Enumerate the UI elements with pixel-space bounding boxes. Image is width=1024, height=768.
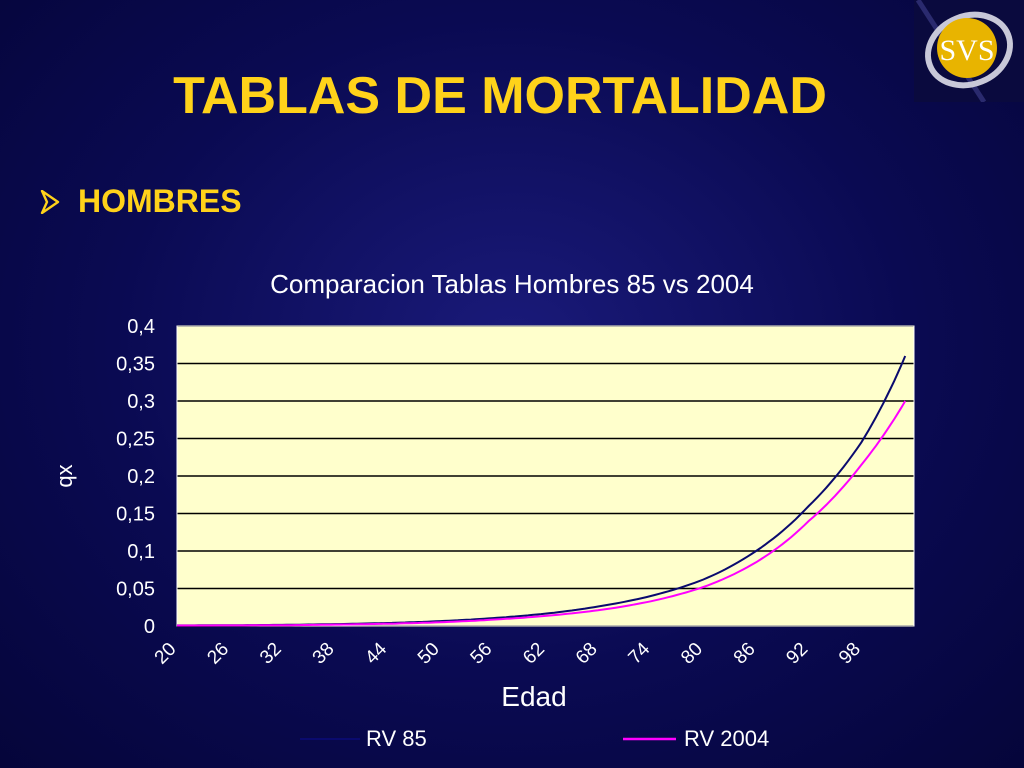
legend: RV 85 RV 2004: [300, 726, 769, 751]
mortality-chart: Comparacion Tablas Hombres 85 vs 2004 00…: [52, 269, 915, 751]
x-tick-label: 74: [625, 638, 655, 668]
x-tick-label: 62: [519, 639, 549, 669]
y-tick-label: 0,4: [127, 316, 155, 338]
y-tick-label: 0,35: [116, 354, 155, 376]
svs-logo: SVS: [914, 0, 1024, 104]
logo-text: SVS: [939, 34, 994, 67]
y-tick-label: 0,1: [127, 541, 155, 563]
x-axis-ticks: 20 26 32 38 44 50 56 62 68 74 80 86 92 98: [151, 638, 865, 668]
y-tick-label: 0,3: [127, 391, 155, 413]
y-axis-label: qx: [52, 464, 77, 487]
x-tick-label: 80: [677, 639, 707, 669]
y-tick-label: 0,2: [127, 466, 155, 488]
x-tick-label: 44: [361, 638, 391, 668]
legend-label-rv2004: RV 2004: [684, 726, 769, 751]
x-tick-label: 86: [730, 639, 760, 669]
x-tick-label: 38: [309, 639, 339, 669]
series-line-rv2004: [177, 400, 907, 627]
series-lines: [177, 355, 907, 627]
x-tick-label: 68: [572, 639, 602, 669]
grid-lines: [176, 325, 915, 627]
x-tick-label: 32: [256, 639, 286, 669]
x-tick-label: 20: [151, 639, 181, 669]
y-tick-label: 0,05: [116, 579, 155, 601]
bullet-item: HOMBRES: [40, 183, 242, 220]
bullet-label: HOMBRES: [78, 183, 242, 219]
x-tick-label: 92: [782, 639, 812, 669]
x-axis-label: Edad: [501, 681, 566, 712]
x-tick-label: 50: [414, 639, 444, 669]
y-tick-label: 0: [144, 616, 155, 638]
x-tick-label: 26: [203, 639, 233, 669]
arrow-bullet-icon: [40, 189, 60, 214]
y-tick-label: 0,25: [116, 429, 155, 451]
legend-label-rv85: RV 85: [366, 726, 427, 751]
plot-border: [176, 325, 915, 627]
chart-title: Comparacion Tablas Hombres 85 vs 2004: [270, 269, 754, 299]
page-title: TABLAS DE MORTALIDAD: [173, 67, 827, 125]
x-tick-label: 98: [835, 639, 865, 669]
x-tick-label: 56: [467, 639, 497, 669]
y-tick-label: 0,15: [116, 504, 155, 526]
y-axis-ticks: 0 0,05 0,1 0,15 0,2 0,25 0,3 0,35 0,4: [116, 316, 155, 638]
svs-logo-graphic: SVS: [915, 0, 1013, 104]
